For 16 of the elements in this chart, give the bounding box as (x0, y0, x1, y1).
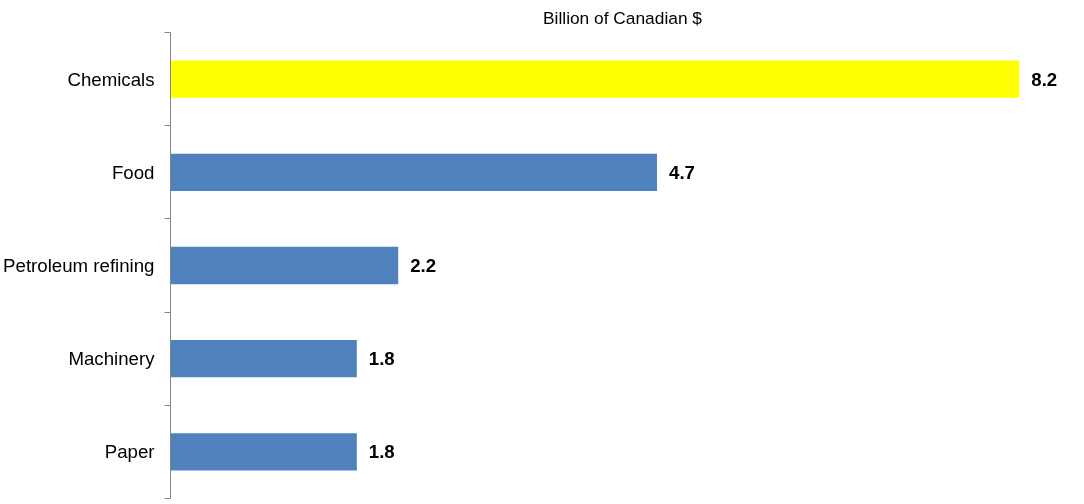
y-tick-label: Chemicals (67, 68, 155, 90)
bar (170, 340, 357, 378)
y-tick-label: Machinery (68, 348, 156, 370)
y-tick-label: Food (111, 161, 155, 183)
data-label: 2.2 (410, 255, 437, 276)
bar (170, 153, 658, 191)
y-tick-label: Paper (104, 441, 155, 463)
data-label: 1.8 (368, 441, 395, 463)
bar (170, 60, 1020, 98)
chart-title: Billion of Canadian $ (543, 7, 703, 28)
data-label: 1.8 (368, 348, 395, 370)
bar (170, 433, 357, 471)
y-tick-label: Petroleum refining (3, 255, 155, 276)
data-label: 4.7 (669, 161, 695, 183)
bar (170, 246, 399, 285)
data-label: 8.2 (1031, 68, 1058, 90)
